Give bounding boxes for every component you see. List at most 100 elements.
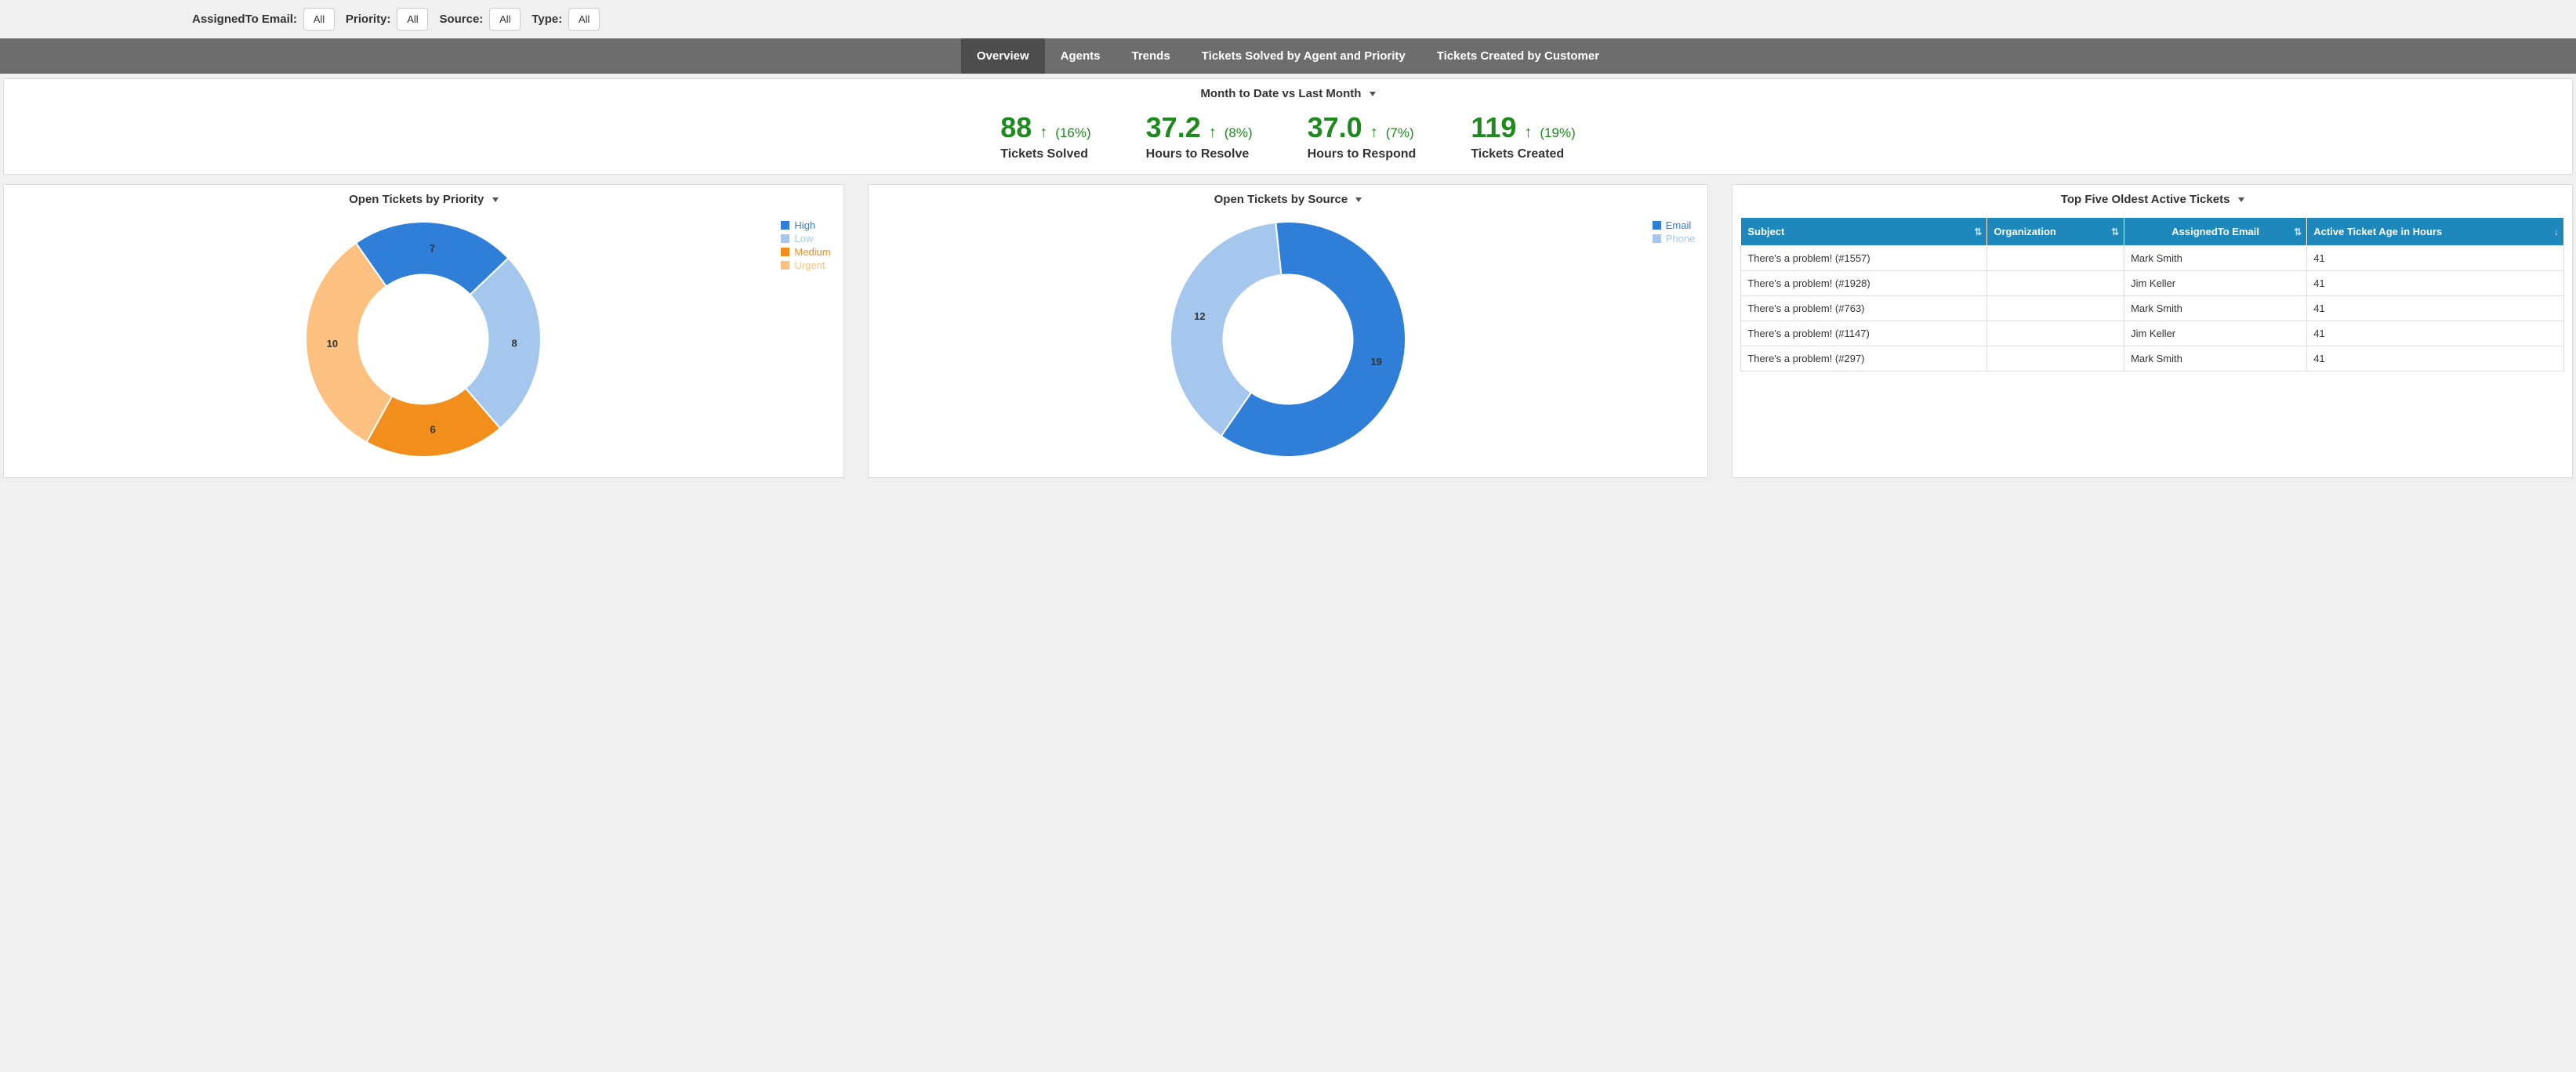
legend-label: High — [794, 219, 815, 231]
table-header-row: Subject⇅Organization⇅AssignedTo Email⇅Ac… — [1741, 218, 2564, 246]
filter-priority: Priority: All — [346, 8, 429, 31]
filter-select-priority[interactable]: All — [397, 8, 428, 31]
legend-item-high[interactable]: High — [781, 219, 830, 231]
filter-type: Type: All — [532, 8, 600, 31]
cell-organization — [1987, 346, 2124, 371]
tab-overview[interactable]: Overview — [961, 38, 1045, 74]
cell-organization — [1987, 321, 2124, 346]
legend-swatch-icon — [781, 221, 789, 230]
filter-select-assignedto[interactable]: All — [303, 8, 335, 31]
col-active-ticket-age-in-hours[interactable]: Active Ticket Age in Hours ↓ — [2307, 218, 2564, 246]
donut-slice-label: 19 — [1370, 356, 1381, 368]
tab-trends[interactable]: Trends — [1116, 38, 1185, 74]
chart-wrap: 78610 — [4, 209, 844, 477]
legend-swatch-icon — [781, 234, 789, 243]
legend-label: Urgent — [794, 259, 825, 271]
cell-assigned: Jim Keller — [2124, 321, 2307, 346]
cell-age: 41 — [2307, 321, 2564, 346]
kpi-tickets-solved: 88 ↑ (16%) Tickets Solved — [1000, 111, 1090, 161]
donut-chart: 78610 — [298, 214, 549, 465]
col-assignedto-email[interactable]: AssignedTo Email⇅ — [2124, 218, 2307, 246]
kpi-panel-title[interactable]: Month to Date vs Last Month — [4, 79, 2572, 105]
cell-organization — [1987, 271, 2124, 296]
kpi-hours-to-resolve: 37.2↑(8%)Hours to Resolve — [1146, 111, 1253, 161]
caret-down-icon — [1370, 87, 1376, 100]
table-row[interactable]: There's a problem! (#1147)Jim Keller41 — [1741, 321, 2564, 346]
tab-tickets-created-by-customer[interactable]: Tickets Created by Customer — [1421, 38, 1615, 74]
kpi-row: 88↑(16%)Tickets Solved37.2↑(8%)Hours to … — [4, 105, 2572, 174]
arrow-up-icon: ↑ — [1039, 124, 1047, 142]
donut-priority: 78610 — [13, 214, 834, 465]
filter-label: Type: — [532, 13, 562, 26]
tab-agents[interactable]: Agents — [1045, 38, 1116, 74]
cell-organization — [1987, 296, 2124, 321]
legend-swatch-icon — [781, 248, 789, 256]
panel-title[interactable]: Open Tickets by Priority — [4, 185, 844, 209]
cell-age: 41 — [2307, 246, 2564, 271]
legend-label: Phone — [1666, 233, 1696, 244]
table-row[interactable]: There's a problem! (#297)Mark Smith41 — [1741, 346, 2564, 371]
caret-down-icon — [2238, 193, 2244, 206]
col-organization[interactable]: Organization ⇅ — [1987, 218, 2124, 246]
kpi-delta: (8%) — [1225, 125, 1253, 141]
filter-select-type[interactable]: All — [568, 8, 600, 31]
table-row[interactable]: There's a problem! (#1928)Jim Keller41 — [1741, 271, 2564, 296]
filter-select-source[interactable]: All — [489, 8, 521, 31]
legend-label: Low — [794, 233, 813, 244]
kpi-tickets-created: 119 ↑ (19%) Tickets Created — [1471, 111, 1575, 161]
arrow-up-icon: ↑ — [1209, 124, 1217, 142]
arrow-up-icon: ↑ — [1524, 124, 1532, 142]
legend-priority: High Low MediumUrgent — [781, 219, 830, 273]
panel-title-text: Open Tickets by Source — [1214, 193, 1348, 206]
kpi-value: 37.0 — [1308, 111, 1362, 144]
donut-slice-label: 12 — [1194, 310, 1205, 322]
kpi-value: 88 — [1000, 111, 1032, 144]
sort-icon: ⇅ — [2294, 226, 2302, 237]
sort-desc-icon: ↓ — [2554, 226, 2559, 237]
table-row[interactable]: There's a problem! (#763)Mark Smith41 — [1741, 296, 2564, 321]
legend-item-email[interactable]: Email — [1653, 219, 1696, 231]
cell-age: 41 — [2307, 346, 2564, 371]
kpi-delta: (7%) — [1386, 125, 1414, 141]
cell-subject: There's a problem! (#1928) — [1741, 271, 1987, 296]
arrow-up-icon: ↑ — [1370, 124, 1378, 142]
cell-assigned: Mark Smith — [2124, 296, 2307, 321]
nav-tabs: OverviewAgentsTrendsTickets Solved by Ag… — [0, 38, 2576, 74]
legend-swatch-icon — [1653, 234, 1661, 243]
legend-swatch-icon — [1653, 221, 1661, 230]
donut-slice-label: 10 — [327, 338, 338, 349]
legend-item-low[interactable]: Low — [781, 233, 830, 244]
kpi-label: Tickets Solved — [1000, 147, 1090, 161]
kpi-delta: (16%) — [1055, 125, 1090, 141]
legend-label: Email — [1666, 219, 1692, 231]
col-label: Organization — [1994, 226, 2055, 237]
donut-source: 1912 — [878, 214, 1699, 465]
tab-tickets-solved-by-agent-and-priority[interactable]: Tickets Solved by Agent and Priority — [1186, 38, 1421, 74]
cell-subject: There's a problem! (#763) — [1741, 296, 1987, 321]
panels-row: Open Tickets by Priority High Low MediumUr… — [0, 179, 2576, 486]
panel-oldest-tickets: Top Five Oldest Active Tickets Subject⇅O… — [1732, 184, 2573, 478]
caret-down-icon — [1355, 193, 1362, 206]
panel-title[interactable]: Top Five Oldest Active Tickets — [1732, 185, 2572, 209]
legend-item-urgent[interactable]: Urgent — [781, 259, 830, 271]
cell-organization — [1987, 246, 2124, 271]
col-label: Subject — [1747, 226, 1784, 237]
cell-subject: There's a problem! (#297) — [1741, 346, 1987, 371]
panel-open-by-source: Open Tickets by Source EmailPhone 1912 — [868, 184, 1709, 478]
table-row[interactable]: There's a problem! (#1557)Mark Smith41 — [1741, 246, 2564, 271]
donut-chart: 1912 — [1163, 214, 1413, 465]
col-subject[interactable]: Subject⇅ — [1741, 218, 1987, 246]
panel-title[interactable]: Open Tickets by Source — [869, 185, 1708, 209]
chart-wrap: 1912 — [869, 209, 1708, 477]
panel-title-text: Open Tickets by Priority — [349, 193, 484, 206]
kpi-value: 119 — [1471, 111, 1516, 144]
legend-item-medium[interactable]: Medium — [781, 246, 830, 258]
legend-item-phone[interactable]: Phone — [1653, 233, 1696, 244]
col-label: Active Ticket Age in Hours — [2313, 226, 2442, 237]
filter-source: Source: All — [439, 8, 521, 31]
sort-icon: ⇅ — [2111, 226, 2119, 237]
kpi-label: Tickets Created — [1471, 147, 1575, 161]
kpi-delta: (19%) — [1540, 125, 1575, 141]
legend-label: Medium — [794, 246, 830, 258]
legend-source: Email Phone — [1653, 219, 1696, 246]
